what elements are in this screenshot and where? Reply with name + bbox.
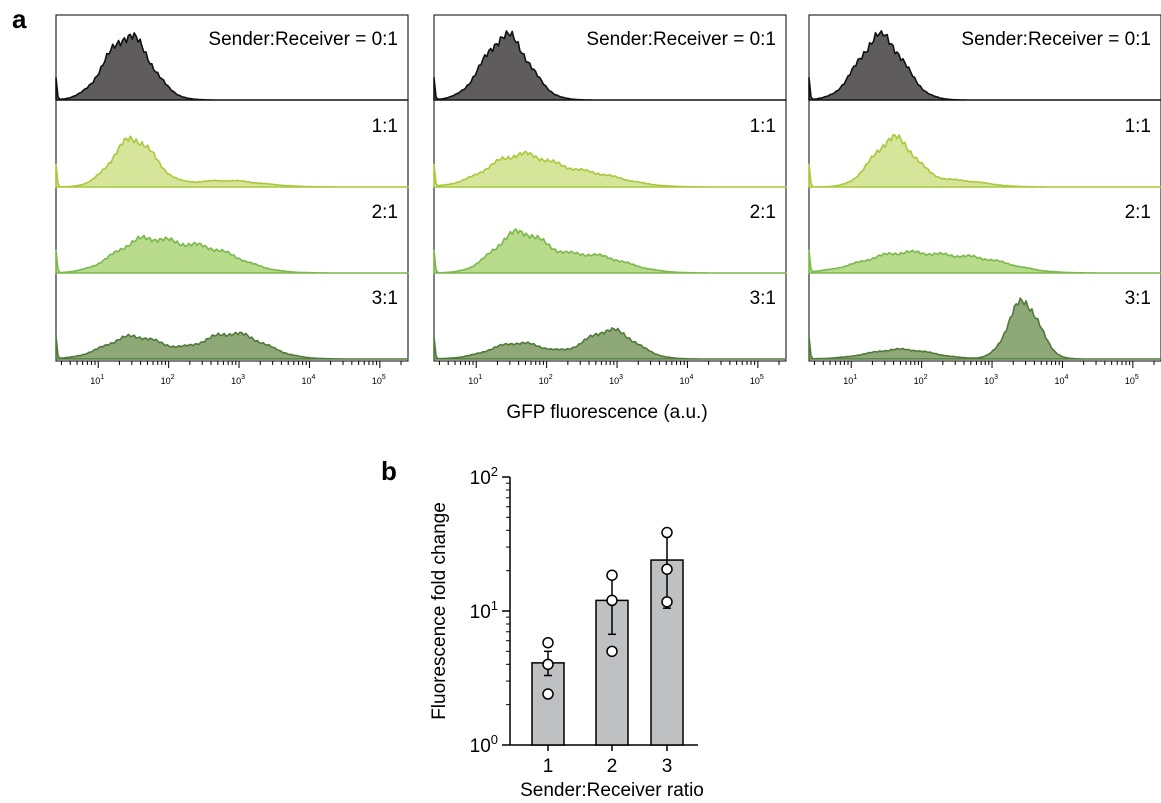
x-tick-label: 103 — [984, 374, 998, 386]
x-tick-label: 102 — [914, 374, 928, 386]
histogram-row-2-1: 2:1 — [808, 202, 1161, 274]
x-tick-label: 101 — [468, 374, 482, 386]
x-tick-label: 104 — [679, 374, 693, 386]
histogram-area — [433, 30, 787, 101]
histogram-row-1-1: 1:1 — [808, 116, 1161, 188]
ratio-label: Sender:Receiver = 0:1 — [961, 29, 1151, 50]
ratio-label: 3:1 — [1125, 288, 1151, 309]
histogram-row-0-1: Sender:Receiver = 0:1 — [55, 29, 409, 101]
x-tick-label: 102 — [539, 374, 553, 386]
bar-group-2: 2 — [595, 569, 629, 777]
x-tick-label: 101 — [843, 374, 857, 386]
histogram-area — [433, 327, 787, 360]
ratio-label: 3:1 — [750, 288, 776, 309]
histogram-area — [55, 135, 409, 188]
histogram-row-0-1: Sender:Receiver = 0:1 — [808, 29, 1161, 101]
x-tick-label: 104 — [301, 374, 315, 386]
x-tick-label: 102 — [161, 374, 175, 386]
x-tick-label: 2 — [607, 756, 618, 777]
y-tick-label: 102 — [470, 464, 498, 489]
y-tick-label: 101 — [470, 598, 498, 623]
bar-group-3: 3 — [650, 526, 684, 777]
x-tick-label: 1 — [543, 756, 554, 777]
ratio-label: Sender:Receiver = 0:1 — [586, 29, 776, 50]
x-axis-ticks: 101 102 103 104 105 — [60, 361, 402, 386]
histogram-area — [55, 331, 409, 360]
histogram-area — [55, 32, 409, 101]
panel-b-letter: b — [381, 456, 397, 486]
histogram-area — [808, 30, 1161, 101]
histogram-area — [433, 228, 787, 274]
ratio-label: 2:1 — [372, 202, 398, 223]
data-point — [542, 688, 554, 700]
histogram-row-3-1: 3:1 — [55, 288, 409, 360]
x-tick-label: 101 — [90, 374, 104, 386]
ratio-label: 2:1 — [1125, 202, 1151, 223]
panel-a-letter: a — [12, 4, 27, 34]
histogram-row-1-1: 1:1 — [433, 116, 787, 188]
histogram-row-1-1: 1:1 — [55, 116, 409, 188]
ratio-label: 3:1 — [372, 288, 398, 309]
histogram-area — [433, 150, 787, 188]
x-tick-label: 3 — [662, 756, 673, 777]
ratio-label: 1:1 — [1125, 116, 1151, 137]
data-point — [661, 596, 673, 608]
data-point — [606, 645, 618, 658]
ratio-label: Sender:Receiver = 0:1 — [208, 29, 398, 50]
panel-b: 100 101 102 1 2 3 — [470, 464, 698, 777]
histogram-area — [808, 133, 1161, 188]
y-tick-label: 100 — [470, 732, 498, 757]
data-point — [606, 569, 618, 581]
x-tick-label: 103 — [609, 374, 623, 386]
bar-group-1: 1 — [531, 636, 565, 777]
histogram-row-3-1: 3:1 — [808, 288, 1161, 360]
histogram-area — [808, 297, 1161, 360]
x-tick-label: 105 — [372, 374, 386, 386]
panel-b-y-axis-label: Fluorescence fold change — [429, 502, 450, 720]
ratio-label: 1:1 — [750, 116, 776, 137]
histogram-row-0-1: Sender:Receiver = 0:1 — [433, 29, 787, 101]
data-point — [542, 658, 554, 671]
data-point — [661, 526, 673, 539]
histogram-area — [55, 234, 409, 274]
data-point — [542, 636, 554, 649]
x-axis-ticks: 101 102 103 104 105 — [438, 361, 780, 386]
histogram-row-3-1: 3:1 — [433, 288, 787, 360]
bar — [595, 599, 629, 746]
ratio-label: 2:1 — [750, 202, 776, 223]
data-point — [661, 563, 673, 575]
panel-a-x-axis-label: GFP fluorescence (a.u.) — [506, 402, 707, 423]
ratio-label: 1:1 — [372, 116, 398, 137]
histogram-area — [808, 249, 1161, 274]
x-axis-ticks: 101 102 103 104 105 — [813, 361, 1155, 386]
data-point — [606, 594, 618, 607]
x-tick-label: 105 — [750, 374, 764, 386]
panel-b-x-axis-label: Sender:Receiver ratio — [520, 780, 704, 801]
histogram-row-2-1: 2:1 — [55, 202, 409, 274]
x-tick-label: 103 — [231, 374, 245, 386]
x-tick-label: 104 — [1054, 374, 1068, 386]
histogram-row-2-1: 2:1 — [433, 202, 787, 274]
x-tick-label: 105 — [1125, 374, 1139, 386]
